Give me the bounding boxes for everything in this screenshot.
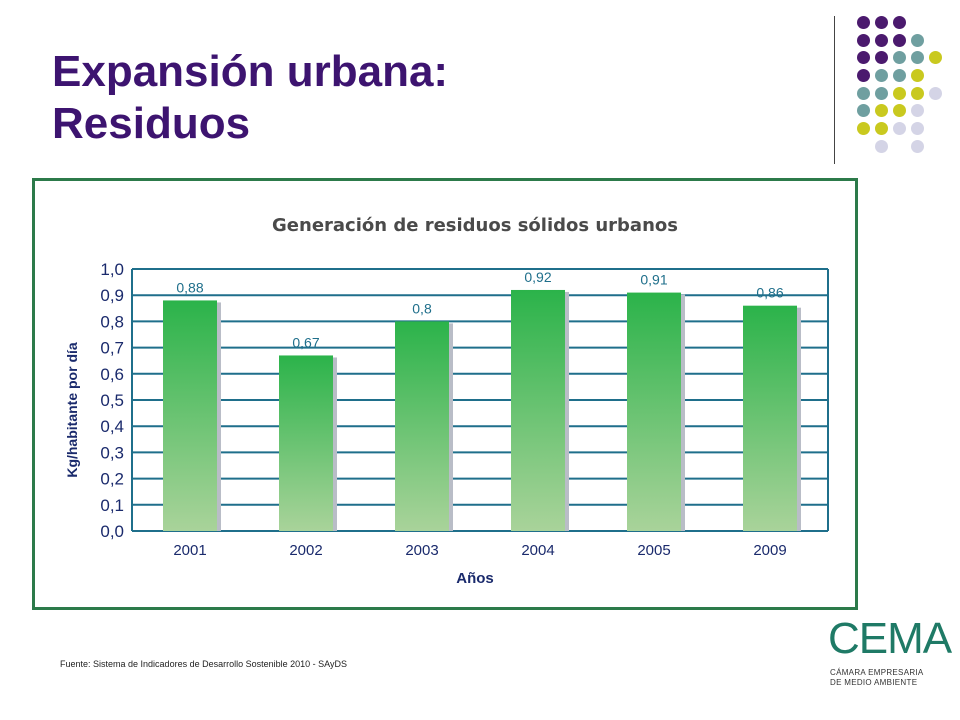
x-tick-label: 2003 bbox=[405, 542, 438, 559]
x-tick-label: 2004 bbox=[521, 542, 554, 559]
x-tick-label: 2001 bbox=[173, 542, 206, 559]
decorative-dot bbox=[874, 50, 888, 64]
logo-brand: CEMA bbox=[828, 614, 952, 663]
bar-chart: Generación de residuos sólidos urbanos 0,… bbox=[64, 215, 829, 587]
y-tick-label: 0,0 bbox=[100, 522, 124, 541]
decorative-dot bbox=[874, 68, 888, 82]
decorative-dot bbox=[910, 86, 924, 100]
bar-data-label: 0,8 bbox=[412, 300, 432, 316]
decorative-dot bbox=[874, 121, 888, 135]
y-tick-label: 1,0 bbox=[100, 260, 124, 279]
slide-title: Expansión urbana: Residuos bbox=[52, 46, 448, 150]
decorative-dot bbox=[874, 15, 888, 29]
decorative-dot bbox=[892, 50, 906, 64]
bar bbox=[511, 289, 565, 531]
logo-subtitle-line1: CÁMARA EMPRESARIA bbox=[830, 668, 924, 677]
decorative-dot bbox=[856, 86, 870, 100]
decorative-dot bbox=[928, 50, 942, 64]
bar-data-label: 0,92 bbox=[524, 269, 551, 285]
logo-subtitle: CÁMARA EMPRESARIA DE MEDIO AMBIENTE bbox=[830, 668, 924, 688]
chart-frame: Generación de residuos sólidos urbanos 0,… bbox=[32, 178, 858, 610]
decorative-dot bbox=[856, 50, 870, 64]
y-tick-label: 0,1 bbox=[100, 496, 124, 515]
cema-logo: CEMA CÁMARA EMPRESARIA DE MEDIO AMBIENTE bbox=[828, 614, 952, 696]
decorative-dot bbox=[874, 33, 888, 47]
bar bbox=[627, 292, 681, 531]
y-tick-label: 0,6 bbox=[100, 365, 124, 384]
y-tick-label: 0,5 bbox=[100, 391, 124, 410]
decorative-dot bbox=[892, 103, 906, 117]
bar-data-label: 0,88 bbox=[176, 279, 203, 295]
y-tick-label: 0,4 bbox=[100, 417, 124, 436]
x-tick-label: 2005 bbox=[637, 542, 670, 559]
bar bbox=[163, 300, 217, 531]
decorative-dot bbox=[910, 50, 924, 64]
decorative-dot bbox=[910, 68, 924, 82]
decorative-dot bbox=[856, 68, 870, 82]
y-axis-title: Kg/habitante por día bbox=[64, 342, 80, 478]
bar bbox=[395, 321, 449, 531]
decorative-dot bbox=[856, 15, 870, 29]
x-tick-label: 2009 bbox=[753, 542, 786, 559]
bar-data-label: 0,86 bbox=[756, 285, 783, 301]
y-tick-label: 0,9 bbox=[100, 286, 124, 305]
decorative-dot bbox=[856, 103, 870, 117]
decorative-dot bbox=[856, 121, 870, 135]
decorative-dot bbox=[892, 15, 906, 29]
decorative-dot bbox=[892, 33, 906, 47]
decorative-dot bbox=[910, 103, 924, 117]
y-tick-label: 0,7 bbox=[100, 339, 124, 358]
y-tick-label: 0,8 bbox=[100, 312, 124, 331]
bar-data-label: 0,67 bbox=[292, 334, 319, 350]
decorative-dot bbox=[892, 68, 906, 82]
x-axis-title: Años bbox=[456, 570, 494, 587]
slide-title-line2: Residuos bbox=[52, 99, 251, 148]
decorative-dot bbox=[874, 103, 888, 117]
slide-title-line1: Expansión urbana: bbox=[52, 47, 449, 96]
bar bbox=[279, 355, 333, 531]
title-divider bbox=[834, 16, 835, 164]
bar bbox=[743, 305, 797, 531]
decorative-dot bbox=[910, 121, 924, 135]
decorative-dot bbox=[928, 86, 942, 100]
decorative-dot bbox=[856, 33, 870, 47]
y-tick-label: 0,3 bbox=[100, 443, 124, 462]
decorative-dot bbox=[892, 121, 906, 135]
bar-data-label: 0,91 bbox=[640, 272, 667, 288]
y-tick-label: 0,2 bbox=[100, 470, 124, 489]
decorative-dot bbox=[892, 86, 906, 100]
x-tick-label: 2002 bbox=[289, 542, 322, 559]
chart-title: Generación de residuos sólidos urbanos bbox=[272, 215, 678, 236]
source-note: Fuente: Sistema de Indicadores de Desarr… bbox=[60, 659, 347, 669]
decorative-dot bbox=[874, 86, 888, 100]
decorative-dot bbox=[910, 33, 924, 47]
decorative-dot bbox=[910, 139, 924, 153]
logo-subtitle-line2: DE MEDIO AMBIENTE bbox=[830, 678, 918, 687]
decorative-dot bbox=[874, 139, 888, 153]
